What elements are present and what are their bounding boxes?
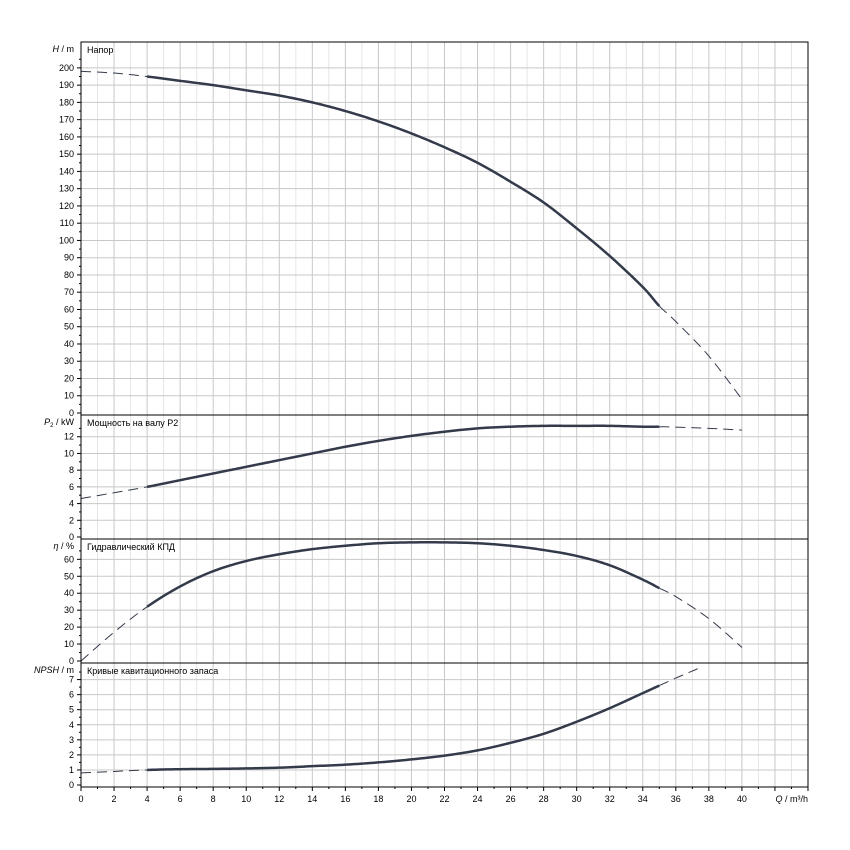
panel-title-power: Мощность на валу P2 — [87, 418, 178, 428]
curve-npsh-extrapolated-low — [80, 769, 148, 774]
y-tick-label: 50 — [64, 571, 74, 581]
y-axis-label-efficiency: η / % — [53, 541, 74, 551]
y-tick-label: 6 — [69, 482, 74, 492]
x-tick-label: 30 — [572, 794, 582, 804]
y-tick-label: 10 — [64, 448, 74, 458]
x-tick-label: 26 — [506, 794, 516, 804]
x-tick-label: 14 — [307, 794, 317, 804]
y-tick-label: 130 — [59, 184, 74, 194]
y-tick-label: 6 — [69, 690, 74, 700]
y-tick-label: 2 — [69, 750, 74, 760]
y-tick-label: 80 — [64, 270, 74, 280]
x-tick-label: 28 — [539, 794, 549, 804]
x-tick-label: 6 — [178, 794, 183, 804]
y-tick-label: 40 — [64, 339, 74, 349]
y-tick-label: 170 — [59, 115, 74, 125]
y-tick-label: 160 — [59, 132, 74, 142]
y-tick-label: 0 — [69, 780, 74, 790]
y-tick-label: 7 — [69, 675, 74, 685]
x-tick-label: 4 — [145, 794, 150, 804]
y-axis-label-power: P2 / kW — [44, 417, 74, 429]
y-tick-label: 120 — [59, 201, 74, 211]
x-tick-label: 22 — [439, 794, 449, 804]
y-tick-label: 180 — [59, 97, 74, 107]
curve-efficiency — [146, 541, 660, 608]
x-tick-label: 2 — [112, 794, 117, 804]
y-tick-label: 4 — [69, 499, 74, 509]
y-tick-label: 30 — [64, 605, 74, 615]
x-tick-label: 12 — [274, 794, 284, 804]
y-tick-label: 8 — [69, 465, 74, 475]
y-tick-label: 20 — [64, 373, 74, 383]
y-tick-label: 5 — [69, 705, 74, 715]
curve-power-extrapolated-high — [659, 426, 742, 431]
x-tick-label: 38 — [704, 794, 714, 804]
x-tick-label: 10 — [241, 794, 251, 804]
x-tick-label: 20 — [406, 794, 416, 804]
x-tick-label: 36 — [671, 794, 681, 804]
y-tick-label: 0 — [69, 656, 74, 666]
y-tick-label: 40 — [64, 588, 74, 598]
curve-head-extrapolated-low — [80, 70, 148, 78]
y-tick-label: 1 — [69, 765, 74, 775]
y-tick-label: 200 — [59, 63, 74, 73]
y-tick-label: 140 — [59, 166, 74, 176]
y-tick-label: 90 — [64, 253, 74, 263]
y-tick-label: 2 — [69, 515, 74, 525]
x-tick-label: 34 — [638, 794, 648, 804]
y-axis-label-npsh: NPSH / m — [34, 665, 74, 675]
x-tick-label: 8 — [211, 794, 216, 804]
y-tick-label: 4 — [69, 720, 74, 730]
frames — [77, 41, 809, 791]
y-tick-label: 60 — [64, 304, 74, 314]
y-tick-label: 150 — [59, 149, 74, 159]
panel-title-head: Напор — [87, 45, 113, 55]
y-tick-label: 10 — [64, 639, 74, 649]
x-axis-label: Q / m³/h — [775, 794, 808, 804]
curve-efficiency-extrapolated-high — [659, 587, 743, 648]
y-tick-label: 110 — [60, 218, 74, 228]
y-tick-label: 12 — [64, 432, 74, 442]
curve-head-extrapolated-high — [658, 305, 743, 400]
x-tick-label: 32 — [605, 794, 615, 804]
curves — [80, 70, 743, 774]
labels: 0102030405060708090100110120130140150160… — [34, 44, 808, 804]
y-tick-label: 60 — [64, 554, 74, 564]
y-tick-label: 0 — [69, 408, 74, 418]
curve-power-extrapolated-low — [80, 486, 148, 500]
y-tick-label: 70 — [64, 287, 74, 297]
y-tick-label: 0 — [69, 532, 74, 542]
y-tick-label: 3 — [69, 735, 74, 745]
panel-title-npsh: Кривые кавитационного запаса — [87, 666, 218, 676]
y-tick-label: 10 — [64, 391, 74, 401]
y-axis-label-head: H / m — [53, 44, 75, 54]
x-tick-label: 18 — [373, 794, 383, 804]
curve-power — [146, 424, 660, 489]
curve-head — [146, 75, 661, 307]
curve-npsh — [147, 684, 660, 772]
x-tick-label: 16 — [340, 794, 350, 804]
curve-efficiency-extrapolated-low — [80, 606, 148, 662]
y-tick-label: 100 — [59, 235, 74, 245]
y-tick-label: 20 — [64, 622, 74, 632]
y-tick-label: 30 — [64, 356, 74, 366]
x-tick-label: 40 — [737, 794, 747, 804]
curve-npsh-extrapolated-high — [659, 667, 701, 687]
y-tick-label: 50 — [64, 322, 74, 332]
y-tick-label: 190 — [59, 80, 74, 90]
x-tick-label: 0 — [78, 794, 83, 804]
panel-title-efficiency: Гидравлический КПД — [87, 542, 175, 552]
x-tick-label: 24 — [473, 794, 483, 804]
